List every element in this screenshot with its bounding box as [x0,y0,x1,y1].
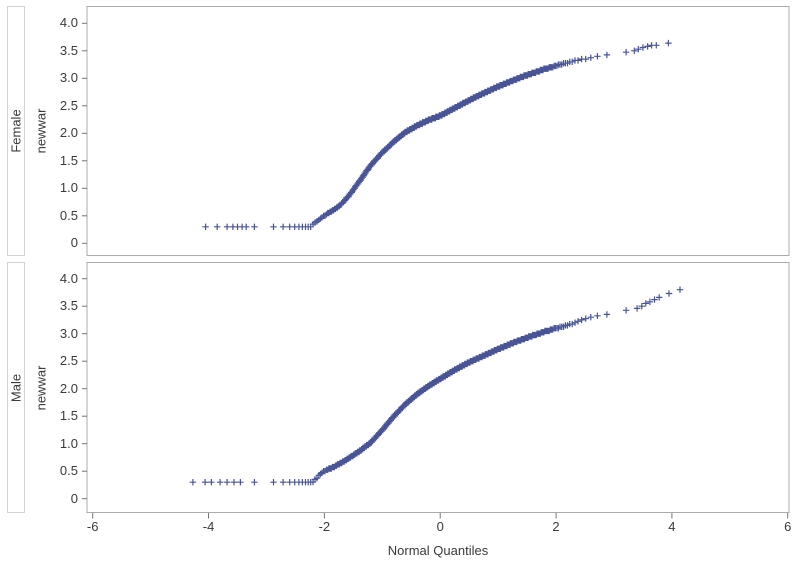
panel-strip-male: Male [7,262,25,513]
y-tick-label: 3.0 [59,70,78,86]
y-tick-label: 4.0 [59,270,78,286]
y-tick-label: 1.0 [59,435,78,451]
qq-markers [189,286,684,486]
y-tick-label: 0 [70,490,78,506]
x-tick-label: 2 [552,519,560,534]
x-tick-label: 4 [668,519,676,534]
x-tick-label: 6 [784,519,792,534]
y-tick-label: 0.5 [59,207,78,223]
y-tick-label: 3.5 [59,42,78,58]
y-tick-label: 4.0 [59,15,78,31]
panel-strip-label: Male [8,373,24,402]
y-tick-label: 1.0 [59,180,78,196]
y-tick-label: 2.5 [59,353,78,369]
plot-area-male [82,262,790,519]
x-tick-label: -4 [202,519,215,534]
panel-strip-label: Female [8,109,24,153]
plot-area-female [82,6,790,256]
y-tick-label: 1.5 [59,152,78,168]
y-tick-label: 2.0 [59,380,78,396]
x-tick-label: -6 [86,519,99,534]
y-tick-label: 3.0 [59,325,78,341]
qq-markers [202,39,672,230]
x-axis-title: Normal Quantiles [387,543,489,558]
y-tick-label: 0.5 [59,463,78,479]
y-tick-label: 2.5 [59,97,78,113]
y-tick-label: 2.0 [59,125,78,141]
y-tick-label: 0 [70,235,78,251]
x-tick-label: -2 [318,519,331,534]
x-tick-label: 0 [436,519,444,534]
panel-strip-female: Female [7,6,25,256]
y-tick-label: 3.5 [59,298,78,314]
y-tick-label: 1.5 [59,408,78,424]
